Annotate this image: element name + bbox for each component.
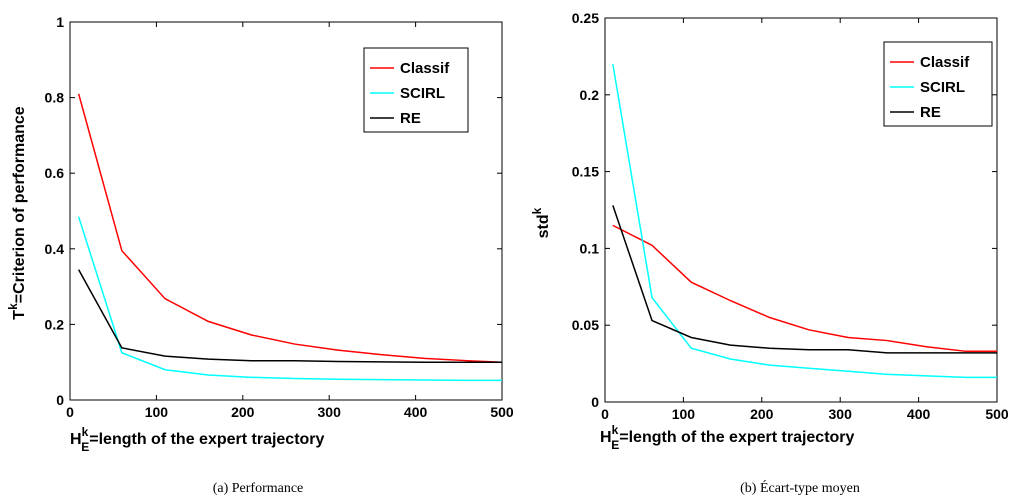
- x-tick-label: 500: [985, 406, 1009, 422]
- x-tick-label: 300: [829, 406, 853, 422]
- x-tick-label: 300: [318, 404, 342, 420]
- x-tick-label: 400: [404, 404, 428, 420]
- legend-label-scirl: SCIRL: [920, 79, 965, 96]
- y-tick-label: 0.2: [580, 87, 600, 103]
- y-tick-label: 0.15: [572, 164, 599, 180]
- y-axis-label: Tk=Criterion of performance: [6, 106, 28, 320]
- legend-label-re: RE: [400, 110, 421, 127]
- y-tick-label: 0.4: [45, 241, 65, 257]
- y-tick-label: 0.8: [45, 90, 65, 106]
- legend-label-classif: Classif: [400, 60, 450, 77]
- x-tick-label: 200: [231, 404, 255, 420]
- x-tick-label: 200: [750, 406, 774, 422]
- chart-a-performance: 0 100 200 300 400 500 0 0.2 0.4 0.6 0.8 1 Tk=Criteri…: [6, 14, 514, 496]
- figure-caption: (b) Écart-type moyen: [740, 479, 860, 496]
- y-tick-label: 0: [591, 394, 599, 410]
- y-tick-label: 0.2: [45, 316, 65, 332]
- y-tick-label: 0.25: [572, 10, 599, 26]
- y-tick-label: 1: [56, 14, 64, 30]
- legend: Classif SCIRL RE: [883, 41, 993, 127]
- x-tick-label: 100: [145, 404, 169, 420]
- legend: Classif SCIRL RE: [363, 47, 469, 133]
- y-axis-label: stdk: [530, 207, 552, 238]
- chart-b-std-deviation: 0 100 200 300 400 500 0 0.05 0.1 0.15 0.2 0.25 stdk H…: [530, 10, 1009, 496]
- x-axis-label: Hk E=length of the expert trajectory: [600, 423, 855, 452]
- series-line-re: [612, 205, 997, 354]
- x-tick-label: 100: [672, 406, 696, 422]
- legend-label-classif: Classif: [920, 54, 970, 71]
- y-tick-label: 0: [56, 392, 64, 408]
- plot-frame: [69, 21, 503, 401]
- x-axis-label: Hk E=length of the expert trajectory: [70, 425, 325, 454]
- y-tick-label: 0.05: [572, 317, 599, 333]
- series-line-scirl: [77, 216, 502, 382]
- series-line-classif: [612, 224, 997, 353]
- y-tick-label: 0.6: [45, 165, 65, 181]
- figure-caption: (a) Performance: [213, 481, 304, 496]
- series-line-re: [77, 269, 502, 363]
- x-tick-label: 0: [66, 404, 74, 420]
- legend-label-re: RE: [920, 104, 941, 121]
- plot-frame: [604, 17, 998, 403]
- x-tick-label: 400: [907, 406, 931, 422]
- y-tick-label: 0.1: [580, 240, 600, 256]
- x-tick-label: 500: [490, 404, 514, 420]
- legend-label-scirl: SCIRL: [400, 85, 445, 102]
- series-line-classif: [77, 93, 503, 363]
- x-tick-label: 0: [601, 406, 609, 422]
